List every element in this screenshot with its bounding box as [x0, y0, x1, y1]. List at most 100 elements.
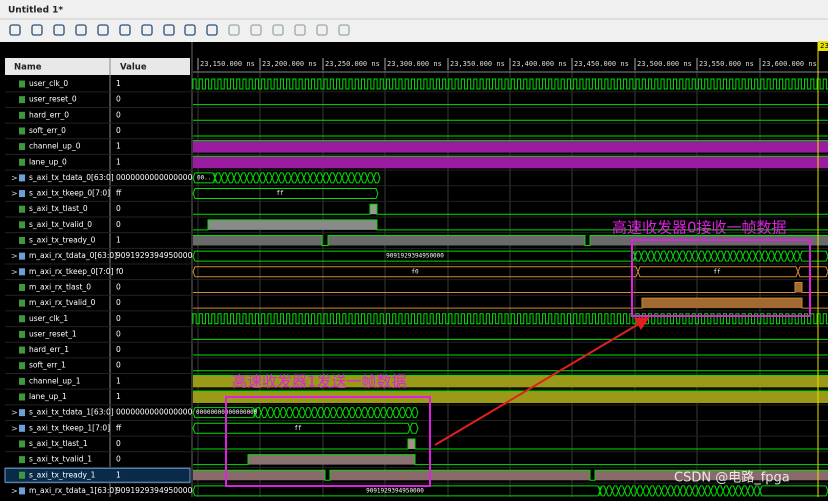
toolbar-button[interactable] [272, 24, 284, 36]
bus-wave [624, 485, 632, 497]
bus-wave [386, 407, 394, 419]
toolbar-button[interactable] [294, 24, 306, 36]
bus-wave [793, 250, 801, 262]
bus-wave [716, 485, 724, 497]
signal-icon [19, 205, 25, 213]
annotation: 高速收发器0接收一帧数据 [612, 219, 787, 237]
bus-wave [716, 250, 725, 262]
bus-wave [704, 485, 712, 497]
signal-name: lane_up_1 [29, 392, 67, 401]
signal-name: m_axi_rx_tlast_0 [29, 282, 91, 291]
toolbar-button[interactable] [184, 24, 196, 36]
signal-value: 1 [116, 470, 121, 479]
signal-icon [19, 440, 25, 448]
bus-wave [704, 250, 712, 262]
signal-icon [19, 346, 25, 354]
signal-name: s_axi_tx_tlast_0 [29, 204, 88, 213]
bus-wave [366, 172, 375, 184]
signal-name: s_axi_tx_tlast_1 [29, 439, 88, 448]
bus-wave [252, 172, 260, 184]
toolbar-button[interactable] [119, 24, 131, 36]
signal-name: user_clk_0 [29, 79, 68, 88]
signal-name: m_axi_rx_tkeep_0[7:0] [29, 267, 114, 276]
toolbar-button[interactable] [250, 24, 262, 36]
bus-wave [411, 407, 419, 419]
signal-value: 1 [116, 236, 121, 245]
selected-row [4, 467, 191, 483]
bus-wave [379, 407, 388, 419]
clock-wave [192, 313, 828, 325]
signal-name: hard_err_1 [29, 345, 69, 354]
bus-wave [672, 250, 680, 262]
toolbar-button[interactable] [31, 24, 43, 36]
signal-icon [19, 143, 25, 151]
toolbar-button[interactable] [97, 24, 109, 36]
bus-wave [640, 250, 649, 262]
signal-icon [19, 424, 25, 432]
bus-wave [748, 250, 757, 262]
signal-icon [19, 471, 25, 479]
bus-wave [404, 407, 413, 419]
bus-wave [329, 407, 338, 419]
signal-icon [19, 409, 25, 417]
toolbar-button[interactable] [338, 24, 350, 36]
level-wave [193, 219, 828, 231]
bus-wave [648, 485, 656, 497]
bus-wave [220, 172, 229, 184]
toolbar-button[interactable] [206, 24, 218, 36]
arrow-head [634, 317, 650, 330]
signal-icon [19, 190, 25, 198]
bus-wave [634, 250, 642, 262]
toolbar-button[interactable] [141, 24, 153, 36]
level-wave [193, 235, 828, 246]
toolbar-button[interactable] [53, 24, 65, 36]
signal-name: hard_err_0 [29, 110, 69, 119]
annotation: 高速收发器1发送一帧数据 [232, 373, 407, 391]
bus-wave [192, 188, 379, 200]
signal-value: 1 [116, 376, 121, 385]
time-label: 23,200.000 ns [262, 60, 317, 68]
level-wave [193, 469, 828, 481]
bus-wave [309, 172, 318, 184]
signal-name: soft_err_0 [29, 126, 66, 135]
signal-name: s_axi_tx_tdata_0[63:0] [29, 173, 114, 182]
bus-wave [767, 250, 776, 262]
signal-name: m_axi_rx_tdata_0[63:0] [29, 251, 117, 260]
toolbar-button[interactable] [316, 24, 328, 36]
time-label: 23,500.000 ns [637, 60, 692, 68]
signal-value: 0 [116, 455, 121, 464]
bus-wave [691, 485, 700, 497]
signal-name: user_reset_0 [29, 95, 77, 104]
signal-name: soft_err_1 [29, 361, 66, 370]
signal-value: 0 [116, 439, 121, 448]
bus-wave [747, 485, 755, 497]
bus-wave [653, 250, 661, 262]
signal-value: f0 [116, 267, 124, 276]
toolbar-button[interactable] [228, 24, 240, 36]
toolbar-button[interactable] [75, 24, 87, 36]
bus-wave [279, 407, 287, 419]
bus-wave [723, 250, 731, 262]
bus-wave [797, 266, 828, 278]
bus-wave [292, 407, 300, 419]
bus-wave [348, 407, 356, 419]
bus-wave [304, 407, 312, 419]
toolbar-button[interactable] [163, 24, 175, 36]
signal-icon [19, 268, 25, 276]
expand-arrow: > [11, 267, 18, 276]
bus-wave [780, 250, 788, 262]
bus-wave [273, 407, 281, 419]
level-wave [193, 438, 828, 450]
bus-wave [373, 172, 381, 184]
bus-wave [710, 485, 718, 497]
bus-wave [667, 485, 675, 497]
signal-icon [19, 393, 25, 401]
level-fill [193, 298, 828, 309]
signal-icon [19, 362, 25, 370]
bus-wave [354, 407, 363, 419]
bus-wave [729, 250, 738, 262]
bus-wave [335, 172, 343, 184]
expand-arrow: > [11, 486, 18, 495]
bus-wave [296, 172, 305, 184]
toolbar-button[interactable] [9, 24, 21, 36]
